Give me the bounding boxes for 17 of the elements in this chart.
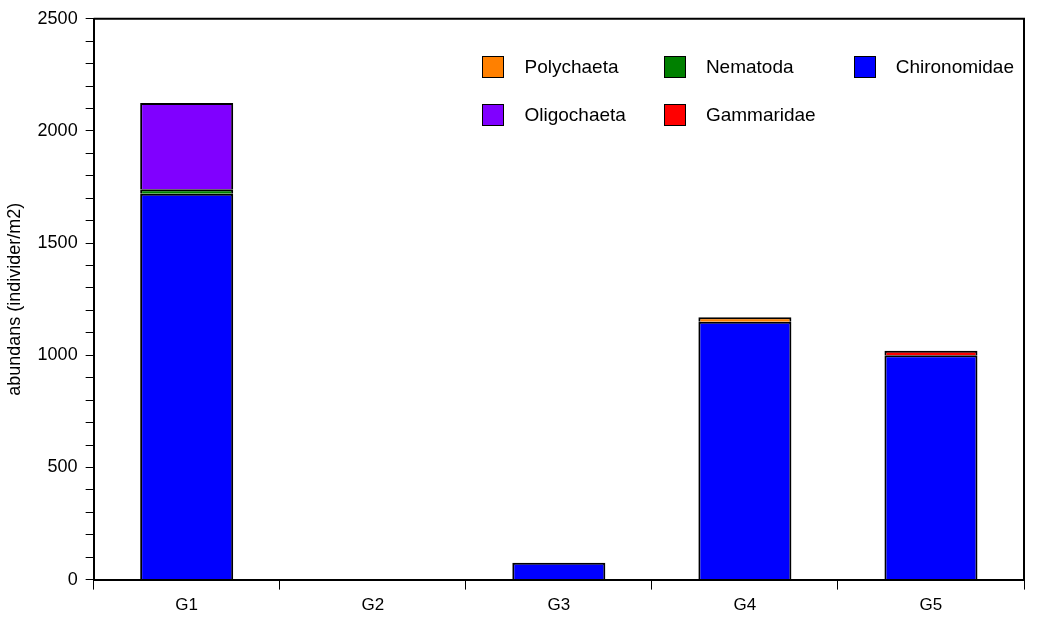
legend-label: Polychaeta (524, 56, 619, 78)
y-tick-label: 1000 (37, 344, 78, 365)
x-tick-label: G5 (919, 595, 943, 615)
y-axis-title: abundans (individer/m2) (3, 202, 24, 396)
y-tick-label: 2000 (37, 119, 78, 140)
legend-label: Nematoda (705, 56, 794, 78)
legend-label: Oligochaeta (524, 104, 626, 126)
y-tick-label: 1500 (37, 232, 78, 253)
legend-label: Gammaridae (705, 104, 816, 126)
y-tick-label: 0 (67, 568, 78, 589)
x-tick-label: G3 (547, 595, 571, 615)
x-tick-label: G1 (175, 595, 199, 615)
x-tick-label: G2 (361, 595, 385, 615)
legend-label: Chironomidae (895, 56, 1014, 78)
y-tick-label: 2500 (37, 7, 78, 28)
x-tick-label: G4 (733, 595, 757, 615)
y-tick-label: 500 (47, 456, 78, 477)
